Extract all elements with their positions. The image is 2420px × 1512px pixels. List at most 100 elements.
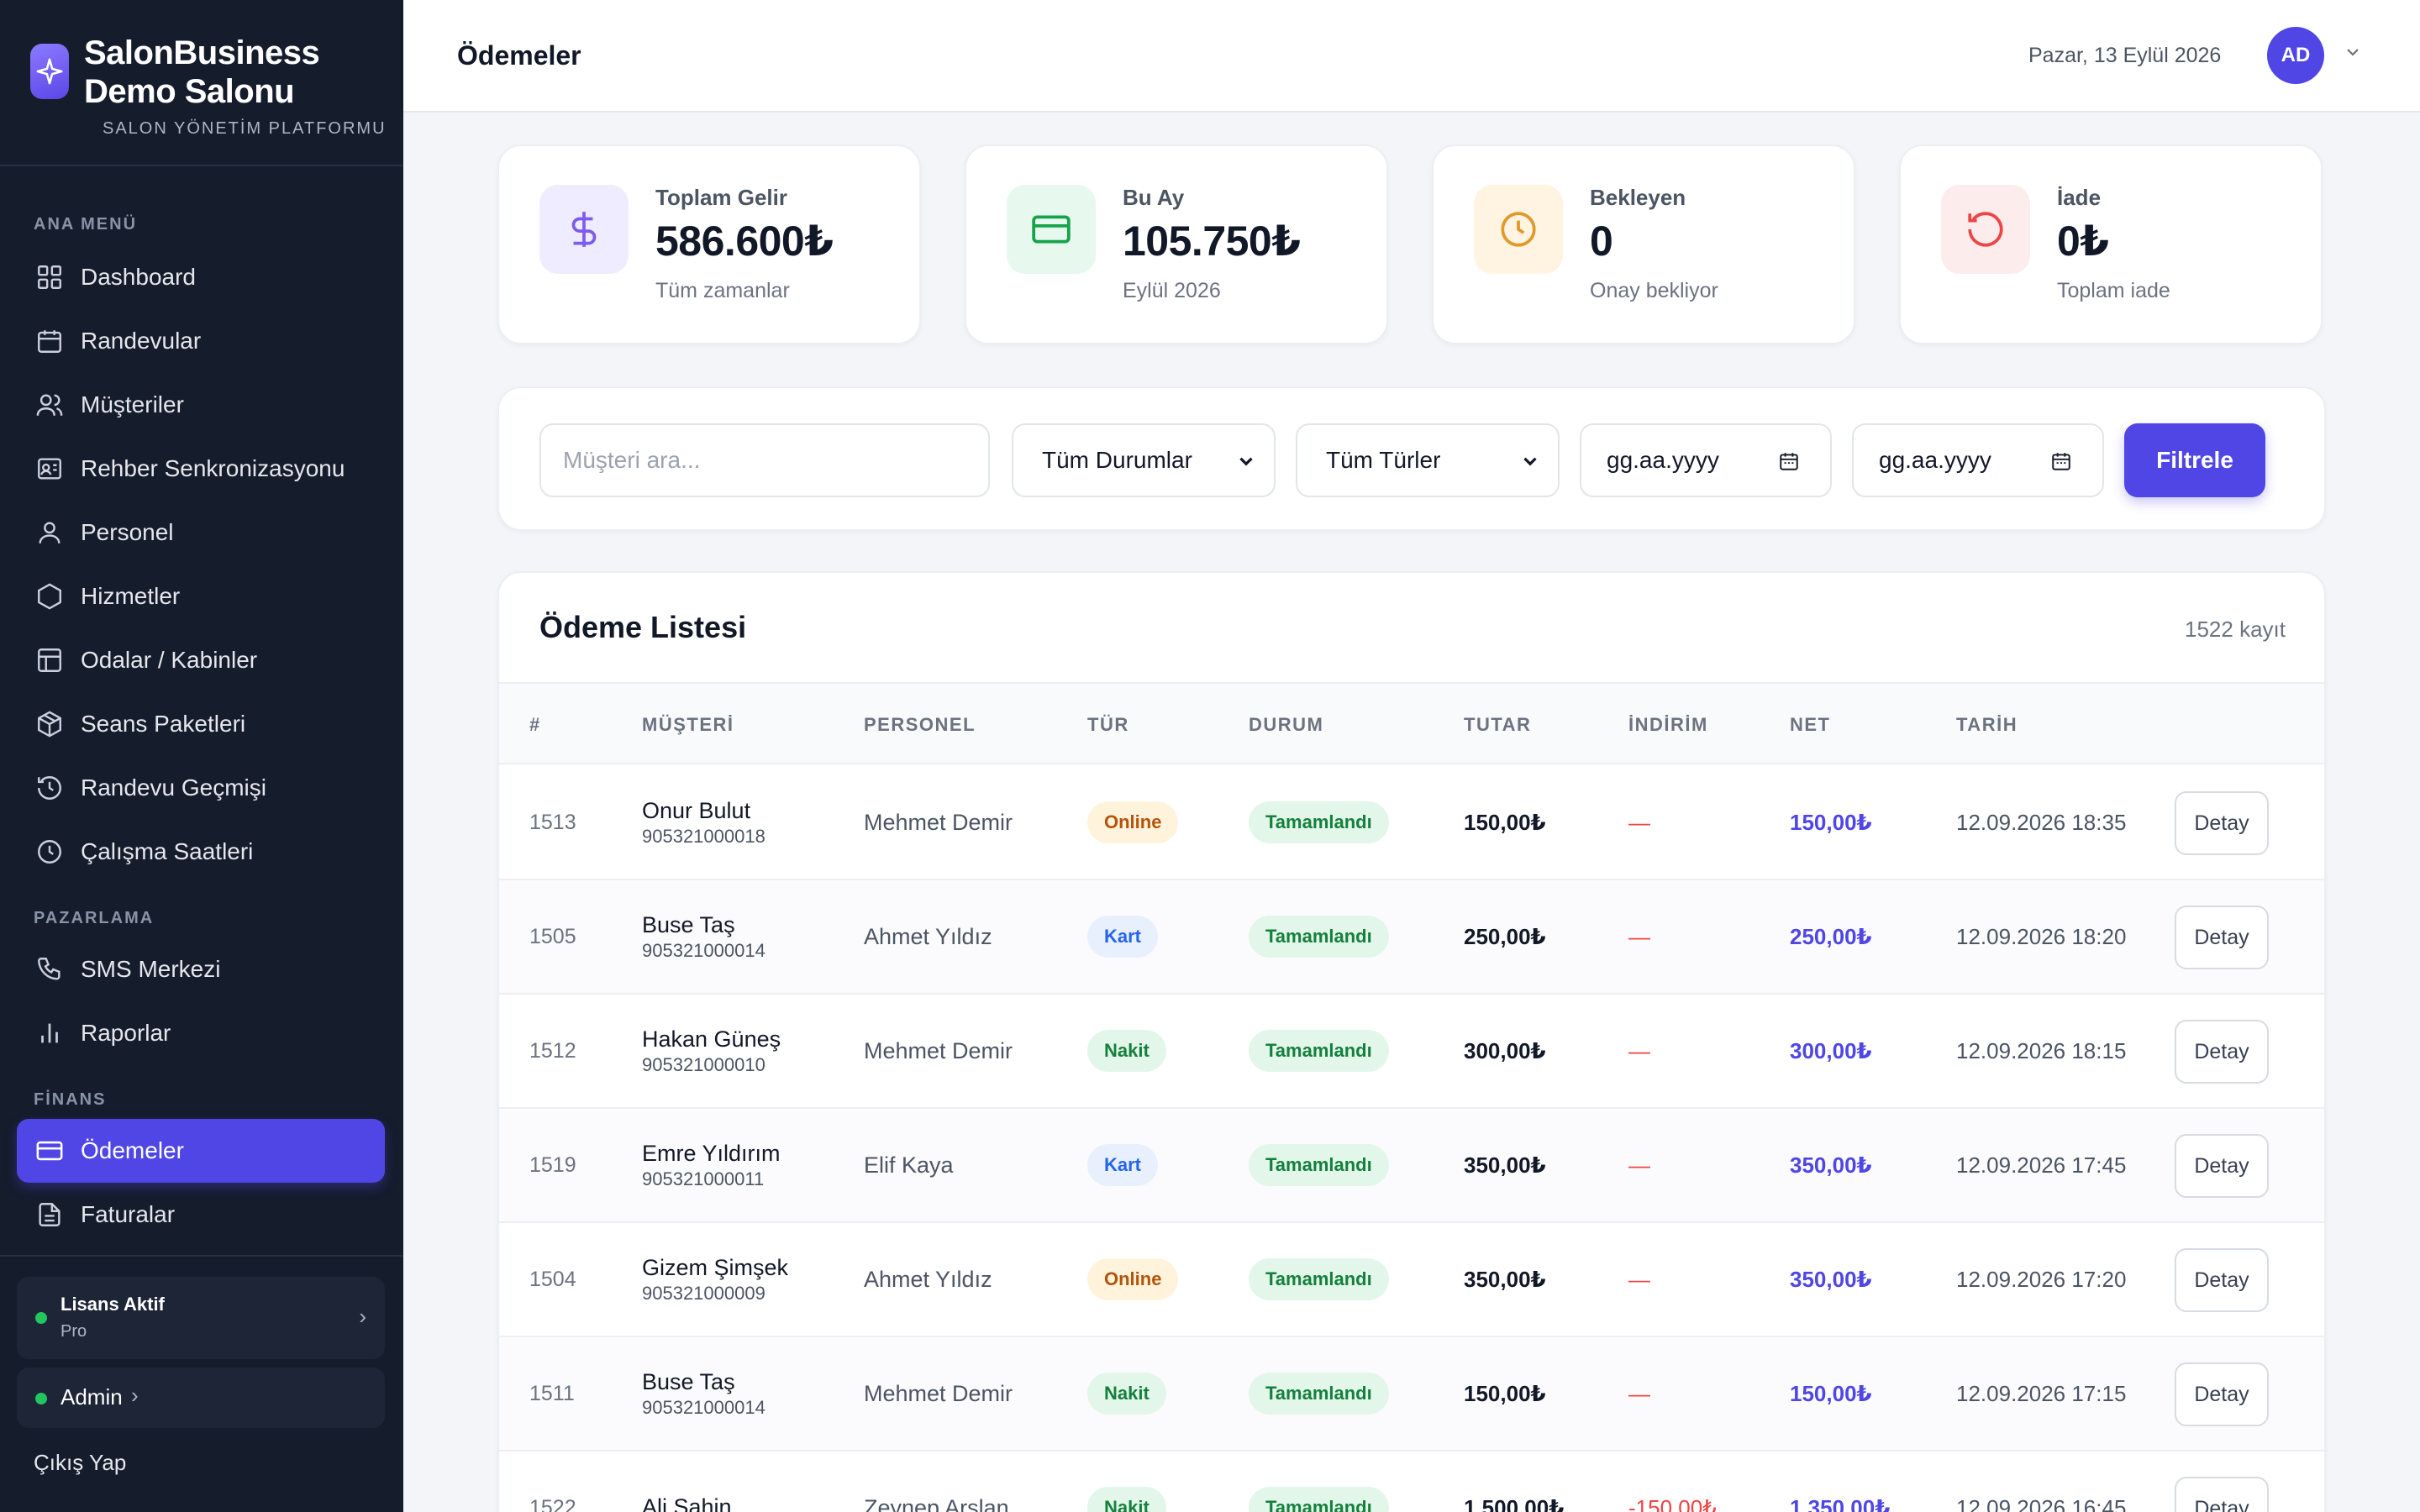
table-row[interactable]: 1505 Buse Taş 905321000014 Ahmet Yıldız Kart… [499, 880, 2324, 995]
column-header-status[interactable]: DURUM [1249, 714, 1324, 735]
user-icon [39, 522, 60, 543]
customer-cell: Emre Yıldırım 905321000011 [642, 1109, 781, 1221]
table-row[interactable]: 1512 Hakan Güneş 905321000010 Mehmet Demir N… [499, 995, 2324, 1109]
column-header-discount[interactable]: İNDİRİM [1628, 714, 1708, 735]
calendar-icon[interactable] [2050, 450, 2072, 472]
history-icon [38, 776, 61, 800]
type-cell: Kart [1087, 880, 1159, 993]
detail-button[interactable]: Detay [2175, 1134, 2269, 1198]
table-row[interactable]: 1522 Ali Şahin Zeynep Arslan Nakit Tamamland… [499, 1452, 2324, 1512]
status-cell: Tamamlandı [1249, 1223, 1389, 1336]
payment-date: 12.09.2026 17:15 [1956, 1380, 2127, 1406]
customer-phone: 905321000014 [642, 939, 765, 961]
filter-button[interactable]: Filtrele [2124, 423, 2265, 497]
payment-id: 1512 [529, 1038, 576, 1063]
sidebar-item-calisma-saatleri[interactable]: Çalışma Saatleri [17, 820, 385, 884]
sidebar-item-odemeler[interactable]: Ödemeler [17, 1119, 385, 1183]
table-row[interactable]: 1513 Onur Bulut 905321000018 Mehmet Demir On… [499, 766, 2324, 880]
credit-card-icon [1007, 185, 1096, 274]
sidebar-item-sms-merkezi[interactable]: SMS Merkezi [17, 937, 385, 1001]
search-input[interactable]: Müşteri ara... [539, 423, 990, 497]
detail-button[interactable]: Detay [2175, 906, 2269, 969]
brand-subtitle: SALON YÖNETİM PLATFORMU [103, 119, 387, 138]
column-header-customer[interactable]: MÜŞTERİ [642, 714, 734, 735]
sidebar-item-label: Ödemeler [81, 1137, 184, 1163]
brand-area: SalonBusiness Demo Salonu SALON YÖNETİM … [0, 0, 403, 166]
clock-icon [1474, 185, 1563, 274]
admin-menu[interactable]: Admin › [17, 1368, 385, 1428]
payment-date: 12.09.2026 18:15 [1956, 1037, 2127, 1063]
amount: 350,00₺ [1464, 1152, 1546, 1178]
type-select[interactable]: Tüm Türler [1296, 423, 1560, 497]
sidebar-item-label: Personel [81, 519, 174, 545]
sidebar-item-raporlar[interactable]: Raporlar [17, 1001, 385, 1065]
customer-cell: Gizem Şimşek 905321000009 [642, 1223, 788, 1336]
customer-name: Hakan Güneş [642, 1026, 781, 1052]
status-cell: Tamamlandı [1249, 995, 1389, 1107]
column-header-net[interactable]: NET [1790, 714, 1831, 735]
status-badge: Tamamlandı [1249, 1030, 1389, 1072]
section-main-menu: ANA MENÜ [34, 215, 138, 234]
sidebar-item-faturalar[interactable]: Faturalar [17, 1183, 385, 1247]
sidebar-item-personel[interactable]: Personel [17, 501, 385, 564]
detail-button[interactable]: Detay [2175, 1248, 2269, 1312]
customer-name: Gizem Şimşek [642, 1254, 789, 1280]
amount: 250,00₺ [1464, 923, 1546, 949]
detail-button[interactable]: Detay [2175, 1020, 2269, 1084]
sidebar-item-seans-paketleri[interactable]: Seans Paketleri [17, 692, 385, 756]
sidebar-item-rehber-senkronizasyonu[interactable]: Rehber Senkronizasyonu [17, 437, 385, 501]
staff-name: Ahmet Yıldız [864, 923, 992, 949]
detail-button[interactable]: Detay [2175, 791, 2269, 855]
column-header-type[interactable]: TÜR [1087, 714, 1129, 735]
section-finance: FİNANS [34, 1090, 107, 1109]
table-row[interactable]: 1504 Gizem Şimşek 905321000009 Ahmet Yıldız… [499, 1223, 2324, 1337]
stat-subtitle: Eylül 2026 [1123, 279, 1221, 302]
sparkle-logo-icon [30, 44, 69, 99]
file-icon [39, 1203, 60, 1226]
detail-button[interactable]: Detay [2175, 1477, 2269, 1512]
avatar[interactable]: AD [2267, 27, 2324, 84]
stat-subtitle: Toplam iade [2057, 279, 2170, 302]
chevron-down-icon[interactable] [2343, 42, 2363, 62]
customer-name: Onur Bulut [642, 797, 751, 823]
net-amount: 150,00₺ [1790, 1380, 1872, 1406]
sidebar-item-odalar-kabinler[interactable]: Odalar / Kabinler [17, 628, 385, 692]
logout-link[interactable]: Çıkış Yap [34, 1450, 127, 1475]
customer-cell: Ali Şahin [642, 1452, 732, 1512]
staff-name: Mehmet Demir [864, 1380, 1013, 1406]
status-cell: Tamamlandı [1249, 1109, 1389, 1221]
calendar-icon [38, 330, 61, 353]
status-select[interactable]: Tüm Durumlar [1012, 423, 1276, 497]
column-header-staff[interactable]: PERSONEL [864, 714, 976, 735]
chevron-down-icon [1239, 457, 1253, 466]
sidebar-item-musteriler[interactable]: Müşteriler [17, 373, 385, 437]
payment-type-badge: Nakit [1087, 1030, 1166, 1072]
status-cell: Tamamlandı [1249, 1337, 1389, 1450]
sidebar-item-label: Randevu Geçmişi [81, 774, 266, 801]
payment-id: 1513 [529, 810, 576, 834]
amount: 1.500,00₺ [1464, 1494, 1565, 1512]
sidebar-item-dashboard[interactable]: Dashboard [17, 245, 385, 309]
date-from-input[interactable]: gg.aa.yyyy [1580, 423, 1832, 497]
status-badge: Tamamlandı [1249, 1258, 1389, 1300]
detail-button[interactable]: Detay [2175, 1362, 2269, 1426]
date-to-value: gg.aa.yyyy [1879, 447, 1991, 473]
license-card[interactable]: Lisans Aktif Pro › [17, 1277, 385, 1359]
customer-phone: 905321000010 [642, 1053, 765, 1075]
date-to-input[interactable]: gg.aa.yyyy [1852, 423, 2104, 497]
users-icon [36, 394, 63, 416]
table-row[interactable]: 1519 Emre Yıldırım 905321000011 Elif Kaya Ka… [499, 1109, 2324, 1223]
status-badge: Tamamlandı [1249, 1373, 1389, 1415]
column-header-date[interactable]: TARİH [1956, 714, 2018, 735]
sidebar-item-randevu-gecmisi[interactable]: Randevu Geçmişi [17, 756, 385, 820]
sidebar-item-hizmetler[interactable]: Hizmetler [17, 564, 385, 628]
stat-label: Toplam Gelir [655, 185, 787, 210]
sidebar-item-randevular[interactable]: Randevular [17, 309, 385, 373]
sidebar-divider [0, 1255, 403, 1257]
calendar-icon[interactable] [1778, 450, 1800, 472]
table-row[interactable]: 1511 Buse Taş 905321000014 Mehmet Demir Naki… [499, 1337, 2324, 1452]
type-cell: Nakit [1087, 1337, 1166, 1450]
customer-name: Ali Şahin [642, 1494, 732, 1512]
sidebar-item-label: Dashboard [81, 264, 196, 290]
column-header-amount[interactable]: TUTAR [1464, 714, 1532, 735]
